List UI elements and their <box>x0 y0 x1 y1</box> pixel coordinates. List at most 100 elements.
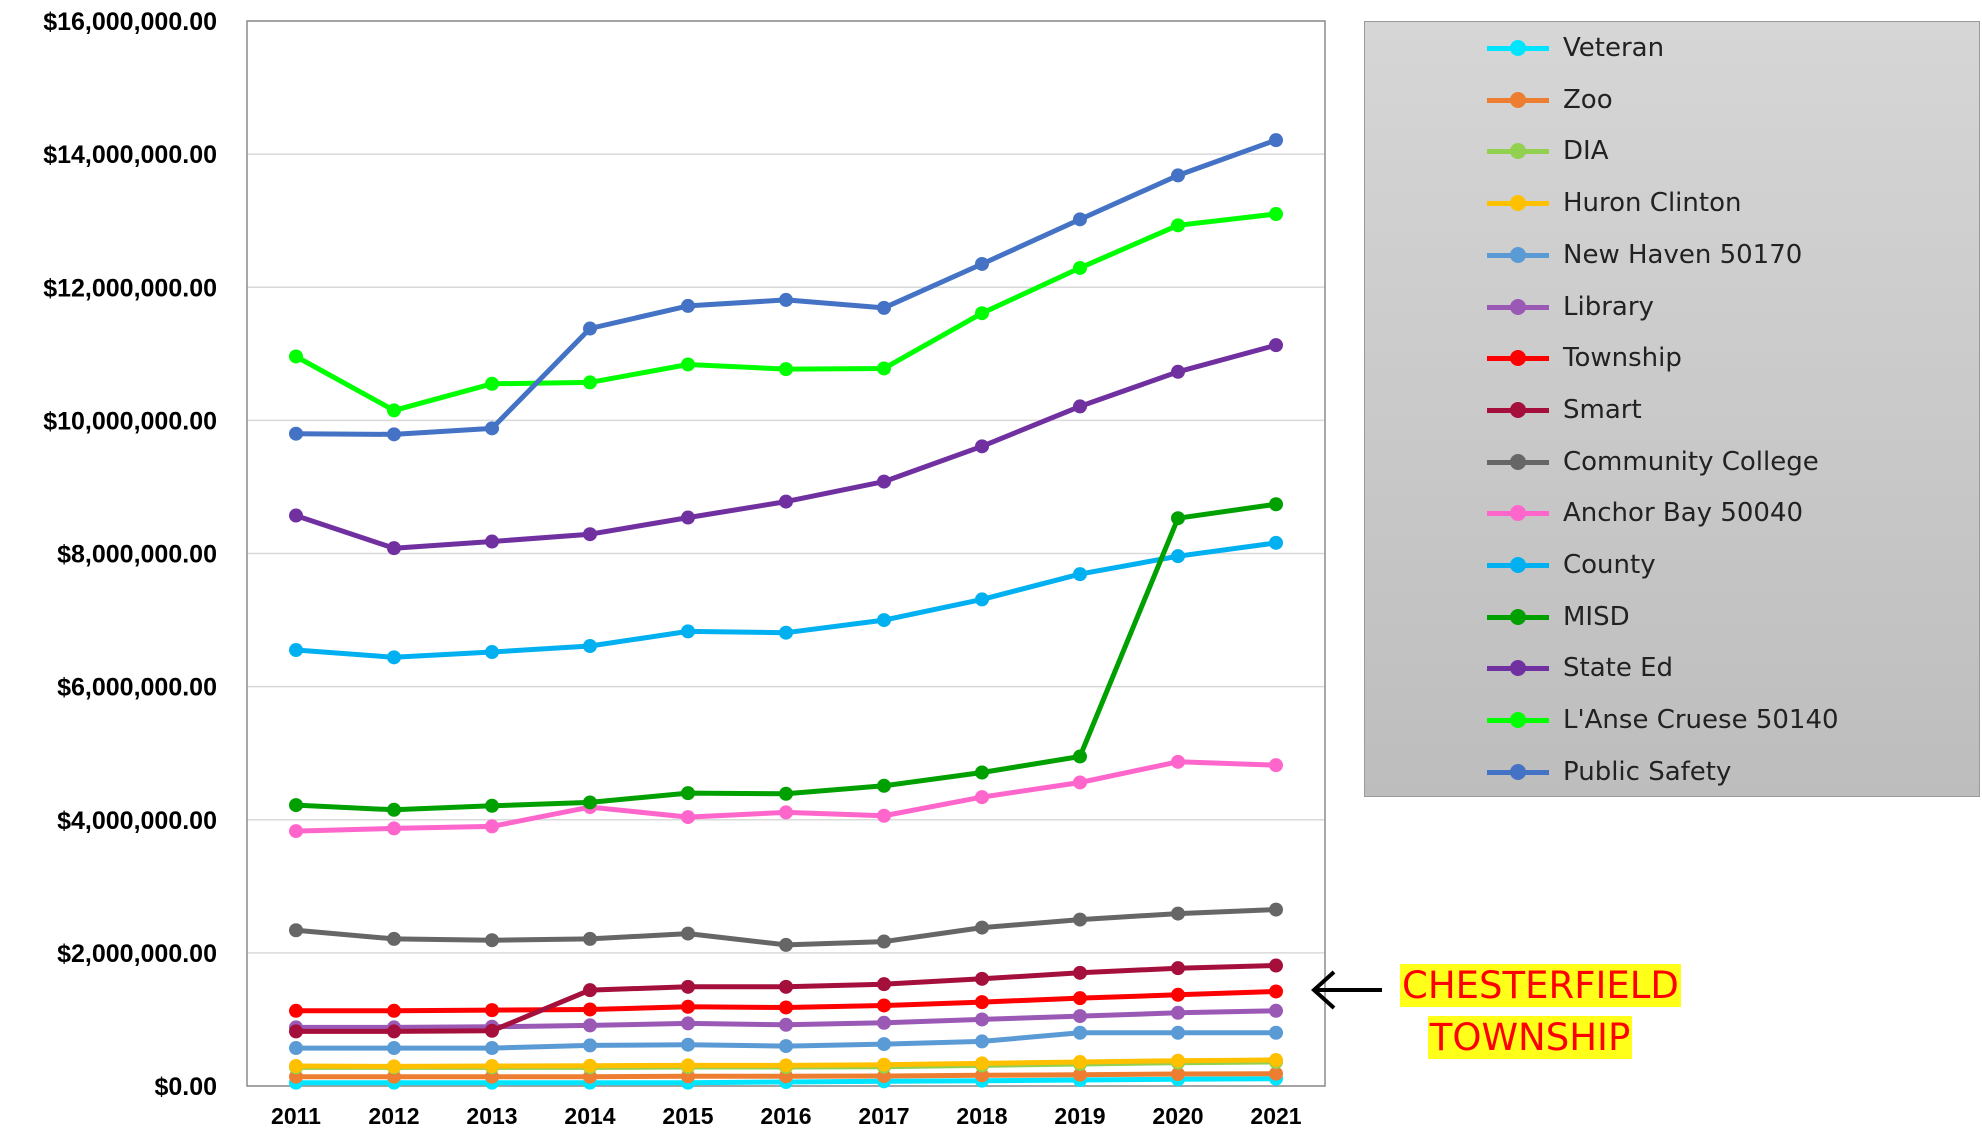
x-tick-label: 2011 <box>271 1103 321 1129</box>
data-point <box>1269 1003 1283 1018</box>
data-point <box>1073 260 1087 275</box>
y-axis-ticks: $0.00 $2,000,000.00 $4,000,000.00 $6,000,00… <box>43 8 217 1101</box>
data-point <box>1073 399 1087 414</box>
data-point <box>681 1016 695 1031</box>
legend-label: County <box>1563 550 1656 580</box>
data-point <box>485 1059 499 1074</box>
legend-label: Township <box>1563 343 1682 374</box>
x-tick-label: 2021 <box>1250 1103 1301 1129</box>
data-point <box>485 1003 499 1018</box>
data-point <box>1073 991 1087 1006</box>
legend-label: MISD <box>1563 601 1630 632</box>
data-point <box>681 979 695 994</box>
legend-swatch <box>1487 338 1549 378</box>
legend-item: L'Anse Cruese 50140 <box>1487 700 1839 740</box>
y-tick-label: $4,000,000.00 <box>57 807 217 835</box>
data-point <box>1073 1055 1087 1070</box>
legend-label: Community College <box>1563 446 1819 477</box>
data-point <box>779 494 793 509</box>
data-point <box>1171 549 1185 564</box>
x-axis-ticks: 2011 2012 2013 2014 2015 2016 2017 2018 2019 2020… <box>271 1103 1302 1129</box>
y-tick-label: $14,000,000.00 <box>43 141 217 169</box>
legend-swatch <box>1487 648 1549 688</box>
y-tick-label: $16,000,000.00 <box>43 8 217 36</box>
data-point <box>289 923 303 938</box>
data-point <box>681 786 695 801</box>
data-point <box>387 650 401 665</box>
data-point <box>877 1015 891 1030</box>
data-point <box>583 1002 597 1017</box>
data-point <box>1269 958 1283 973</box>
legend-swatch <box>1487 183 1549 223</box>
data-point <box>975 1056 989 1071</box>
arrow-left-icon <box>1311 970 1382 1010</box>
data-point <box>975 971 989 986</box>
legend-swatch <box>1487 493 1549 533</box>
y-tick-label: $12,000,000.00 <box>43 274 217 302</box>
data-point <box>387 541 401 556</box>
data-point <box>779 292 793 307</box>
data-point <box>681 510 695 525</box>
legend-swatch <box>1487 28 1549 68</box>
data-point <box>681 624 695 639</box>
data-point <box>583 1018 597 1033</box>
data-point <box>681 810 695 825</box>
data-point <box>975 306 989 321</box>
legend-item: New Haven 50170 <box>1487 235 1802 275</box>
x-tick-label: 2013 <box>466 1103 517 1129</box>
data-point <box>877 934 891 949</box>
data-point <box>583 931 597 946</box>
data-point <box>583 527 597 542</box>
data-point <box>583 1038 597 1053</box>
data-point <box>1073 912 1087 927</box>
data-point <box>1073 567 1087 582</box>
data-point <box>289 1003 303 1018</box>
data-point <box>387 1024 401 1039</box>
legend-label: State Ed <box>1563 653 1674 684</box>
data-point <box>877 998 891 1013</box>
legend-swatch <box>1487 700 1549 740</box>
y-tick-label: $6,000,000.00 <box>57 674 217 702</box>
data-point <box>975 790 989 805</box>
data-point <box>877 808 891 823</box>
data-point <box>1171 364 1185 379</box>
data-point <box>779 362 793 377</box>
legend-label: Library <box>1563 291 1654 322</box>
x-tick-label: 2018 <box>956 1103 1007 1129</box>
series-misd <box>289 497 1283 817</box>
legend-item: Zoo <box>1487 80 1613 120</box>
data-point <box>877 1037 891 1052</box>
data-point <box>681 298 695 313</box>
data-point <box>779 1058 793 1073</box>
data-point <box>289 508 303 523</box>
data-point <box>289 798 303 813</box>
data-point <box>1269 902 1283 917</box>
legend-label: Smart <box>1563 394 1642 425</box>
x-tick-label: 2019 <box>1054 1103 1105 1129</box>
chesterfield-township-annotation: CHESTERFIELD TOWNSHIP <box>1400 960 1681 1064</box>
data-point <box>387 931 401 946</box>
legend-item: DIA <box>1487 131 1608 171</box>
legend-swatch <box>1487 80 1549 120</box>
data-point <box>1171 961 1185 976</box>
data-point <box>485 819 499 834</box>
data-point <box>877 778 891 793</box>
data-point <box>387 1003 401 1018</box>
data-point <box>1269 1025 1283 1040</box>
data-point <box>583 795 597 810</box>
data-point <box>779 1039 793 1054</box>
data-point <box>681 926 695 941</box>
data-point <box>583 375 597 390</box>
data-point <box>1171 218 1185 233</box>
data-point <box>387 821 401 836</box>
data-point <box>289 643 303 658</box>
legend: Veteran Zoo DIA Huron Clinton New Haven 5017… <box>1364 21 1980 797</box>
data-point <box>975 592 989 607</box>
data-point <box>289 1024 303 1039</box>
x-tick-label: 2014 <box>564 1103 615 1129</box>
x-tick-label: 2020 <box>1152 1103 1203 1129</box>
y-tick-label: $2,000,000.00 <box>57 940 217 968</box>
x-tick-label: 2015 <box>662 1103 713 1129</box>
data-point <box>681 1058 695 1073</box>
